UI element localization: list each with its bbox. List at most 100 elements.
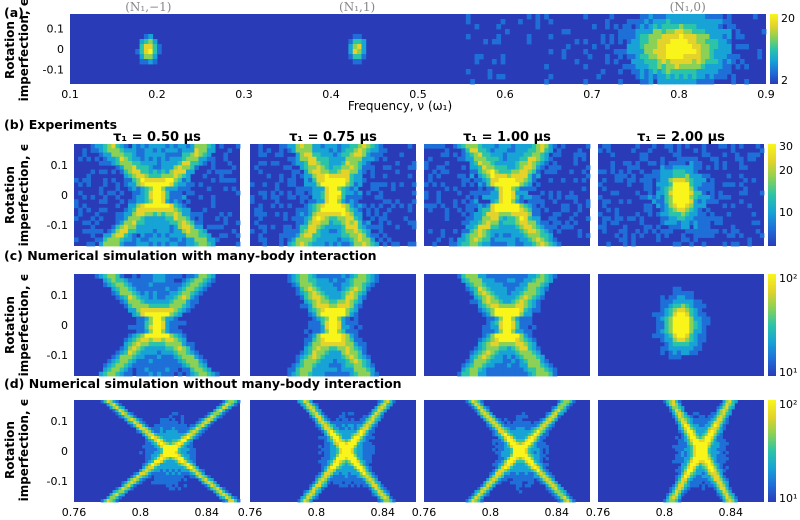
heatmap-cell <box>668 220 674 226</box>
heatmap-cell <box>136 148 141 153</box>
heatmap-cell <box>171 442 176 446</box>
heatmap-cell <box>548 224 554 230</box>
heatmap-cell <box>123 295 129 300</box>
heatmap-cell <box>222 490 226 494</box>
heatmap-cell <box>169 144 174 149</box>
panel-a-cell <box>548 49 554 55</box>
heatmap-cell <box>320 152 326 158</box>
heatmap-cell <box>157 148 162 153</box>
heatmap-cell <box>295 367 301 373</box>
heatmap-cell <box>198 224 204 230</box>
heatmap-cell <box>152 286 158 292</box>
panel-a-cell <box>644 54 649 60</box>
heatmap-cell <box>291 173 297 179</box>
heatmap-cell <box>123 152 129 158</box>
heatmap-cell <box>519 173 524 179</box>
heatmap-cell <box>161 350 166 356</box>
heatmap-cell <box>333 308 338 313</box>
heatmap-cell <box>697 325 703 330</box>
heatmap-cell <box>222 493 226 497</box>
heatmap-cell <box>457 144 462 149</box>
heatmap-cell <box>337 363 342 368</box>
heatmap-cell <box>118 409 122 413</box>
heatmap-cell <box>685 316 690 322</box>
heatmap-cell <box>519 182 524 187</box>
heatmap-cell <box>316 161 321 166</box>
heatmap-cell <box>303 295 309 300</box>
heatmap-cell <box>407 203 413 209</box>
panel-a-cell <box>687 19 693 25</box>
heatmap-cell <box>548 195 554 200</box>
heatmap-cell <box>353 282 359 288</box>
heatmap-cell <box>103 199 108 204</box>
heatmap-cell <box>159 463 164 467</box>
heatmap-cell <box>490 224 495 230</box>
heatmap-cell <box>660 169 665 175</box>
heatmap-cell <box>142 421 146 425</box>
heatmap-cell <box>502 220 508 226</box>
heatmap-cell <box>477 220 483 226</box>
heatmap-cell <box>132 182 137 187</box>
heatmap-cell <box>453 203 458 209</box>
heatmap-cell <box>660 165 665 170</box>
heatmap-cell <box>318 478 322 482</box>
heatmap-cell <box>494 299 500 305</box>
panel-a-cell <box>348 39 354 45</box>
panel-a-cell <box>709 69 715 75</box>
heatmap-cell <box>685 173 690 179</box>
heatmap-cell <box>266 173 272 179</box>
heatmap-cell <box>194 144 199 149</box>
panel-a-cell <box>535 19 541 25</box>
heatmap-cell <box>668 325 674 330</box>
heatmap-cell <box>482 148 487 153</box>
heatmap-cell <box>86 241 91 247</box>
heatmap-cell <box>353 233 359 238</box>
heatmap-cell <box>144 148 150 153</box>
heatmap-cell <box>482 161 487 166</box>
heatmap-cell <box>180 427 185 431</box>
heatmap-cell <box>544 241 549 247</box>
heatmap-cell <box>328 308 334 313</box>
heatmap-cell <box>349 144 355 149</box>
panel-a-cell <box>709 44 715 50</box>
heatmap-cell <box>173 199 179 204</box>
heatmap-cell <box>722 152 728 158</box>
heatmap-cell <box>362 371 367 377</box>
heatmap-cell <box>262 241 267 247</box>
heatmap-cell <box>324 451 328 455</box>
heatmap-cell <box>227 169 233 175</box>
heatmap-cell <box>357 291 363 296</box>
heatmap-cell <box>482 312 487 317</box>
heatmap-cell <box>701 173 707 179</box>
heatmap-cell <box>320 308 326 313</box>
heatmap-cell <box>157 472 161 476</box>
heatmap-cell <box>303 337 309 343</box>
heatmap-cell <box>119 161 125 166</box>
heatmap-cell <box>507 212 512 217</box>
panel-a-cell <box>679 39 684 45</box>
heatmap-cell <box>287 195 292 200</box>
heatmap-cell <box>144 363 150 368</box>
heatmap-cell <box>344 433 349 437</box>
panel-a-cell <box>544 14 549 20</box>
heatmap-cell <box>198 421 202 425</box>
heatmap-cell <box>320 320 326 326</box>
heatmap-cell <box>444 152 450 158</box>
heatmap-cell <box>511 220 516 226</box>
heatmap-cell <box>515 169 520 175</box>
heatmap-cell <box>531 203 537 209</box>
heatmap-cell <box>357 363 363 368</box>
heatmap-cell <box>689 303 694 309</box>
heatmap-cell <box>109 496 113 500</box>
heatmap-cell <box>573 199 578 204</box>
heatmap-cell <box>668 299 674 305</box>
heatmap-cell <box>519 229 524 234</box>
heatmap-cell <box>161 224 166 230</box>
heatmap-cell <box>168 415 173 419</box>
heatmap-cell <box>201 424 205 428</box>
heatmap-cell <box>210 481 214 485</box>
heatmap-cell <box>262 152 267 158</box>
heatmap-cell <box>341 415 346 419</box>
heatmap-cell <box>186 169 191 175</box>
heatmap-cell <box>515 316 520 322</box>
